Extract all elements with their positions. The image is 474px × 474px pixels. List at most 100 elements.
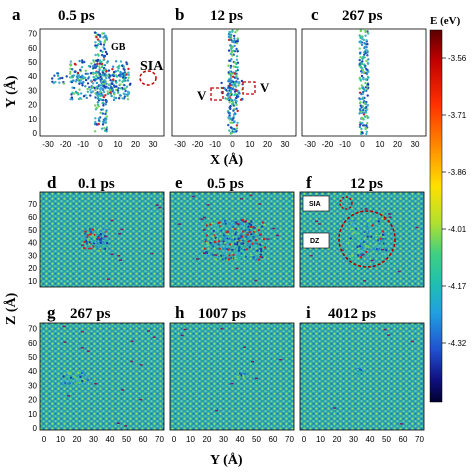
atom-dot bbox=[70, 76, 73, 79]
atom-dot bbox=[216, 228, 220, 231]
atom-dot bbox=[111, 82, 114, 86]
atom-dot bbox=[358, 250, 362, 254]
atom-dot bbox=[359, 236, 362, 239]
defect-mark bbox=[249, 194, 253, 197]
atom-dot bbox=[252, 235, 255, 239]
lower-xticks: 0 10 20 30 40 50 60 70 0 10 20 30 40 50 60 70 0 10 20 30 40 5… bbox=[42, 435, 425, 444]
atom-dot bbox=[223, 87, 227, 90]
atom-dot bbox=[94, 104, 97, 107]
defect-mark bbox=[388, 213, 392, 215]
atom-dot bbox=[381, 233, 385, 236]
atom-dot bbox=[236, 29, 239, 32]
lower-ytick-label: 70 bbox=[28, 200, 37, 209]
atom-dot bbox=[104, 247, 107, 250]
atom-dot bbox=[89, 94, 92, 97]
atom-dot bbox=[237, 90, 240, 93]
atom-dot bbox=[229, 88, 233, 91]
atom-dot bbox=[365, 250, 368, 254]
atom-dot bbox=[127, 92, 130, 96]
atom-dot bbox=[232, 253, 235, 257]
atom-dot bbox=[98, 97, 102, 101]
atom-dot bbox=[229, 72, 233, 75]
atom-dot bbox=[105, 52, 109, 56]
atom-dot bbox=[81, 61, 84, 64]
atom-dot bbox=[93, 236, 96, 239]
defect-mark bbox=[235, 267, 239, 270]
atom-dot bbox=[254, 238, 258, 242]
atom-dot bbox=[240, 242, 243, 245]
atom-dot bbox=[349, 237, 352, 240]
atom-dot bbox=[102, 43, 106, 46]
atom-dot bbox=[231, 236, 235, 239]
atom-dot bbox=[358, 62, 362, 65]
atom-dot bbox=[240, 255, 243, 259]
atom-dot bbox=[217, 243, 220, 246]
atom-dot bbox=[251, 242, 254, 245]
defect-mark bbox=[387, 334, 391, 336]
atom-dot bbox=[68, 381, 71, 384]
atom-dot bbox=[231, 29, 234, 32]
atom-dot bbox=[370, 235, 373, 238]
defect-mark bbox=[139, 364, 143, 366]
atom-dot bbox=[78, 80, 81, 84]
atom-dot bbox=[56, 74, 60, 78]
atom-dot bbox=[99, 40, 102, 44]
atom-dot bbox=[230, 79, 233, 82]
atom-dot bbox=[97, 85, 100, 88]
atom-dot bbox=[204, 219, 208, 222]
atom-dot bbox=[75, 91, 78, 95]
atom-dot bbox=[84, 72, 88, 76]
atom-dot bbox=[205, 224, 209, 227]
atom-dot bbox=[57, 77, 60, 81]
atom-dot bbox=[235, 107, 238, 110]
atom-dot bbox=[62, 382, 65, 385]
atom-dot bbox=[106, 90, 109, 93]
atom-dot bbox=[259, 253, 263, 256]
atom-dot bbox=[243, 248, 246, 251]
atom-dot bbox=[99, 49, 103, 52]
atom-dot bbox=[234, 31, 237, 34]
atom-dot bbox=[103, 127, 106, 130]
vacancy-label-left: V bbox=[197, 88, 207, 103]
panel-h-frame bbox=[169, 322, 295, 431]
atom-dot bbox=[240, 252, 243, 255]
defect-mark bbox=[309, 254, 313, 257]
atom-dot bbox=[232, 121, 236, 124]
atom-dot bbox=[70, 96, 74, 99]
atom-dot bbox=[365, 59, 368, 63]
atom-dot bbox=[261, 221, 265, 224]
atom-dot bbox=[98, 73, 101, 76]
atom-dot bbox=[102, 232, 106, 235]
atom-dot bbox=[99, 43, 103, 46]
atom-dot bbox=[234, 112, 237, 116]
lower-xtick-label: 40 bbox=[236, 435, 245, 444]
defect-mark bbox=[139, 398, 143, 401]
atom-dot bbox=[84, 236, 87, 239]
atom-dot bbox=[363, 219, 366, 222]
atom-dot bbox=[91, 228, 95, 231]
atom-dot bbox=[365, 46, 368, 49]
defect-mark bbox=[200, 218, 204, 220]
defect-mark bbox=[276, 234, 279, 237]
atom-dot bbox=[124, 87, 127, 90]
atom-dot bbox=[53, 74, 56, 77]
atom-dot bbox=[205, 234, 209, 237]
atom-dot bbox=[361, 131, 364, 134]
atom-dot bbox=[125, 62, 129, 66]
atom-dot bbox=[362, 240, 366, 244]
atom-dot bbox=[232, 220, 236, 224]
atom-dot bbox=[257, 226, 260, 229]
atom-dot bbox=[71, 68, 74, 71]
top-ytick-label: 20 bbox=[28, 101, 37, 110]
panel-c: c 267 ps bbox=[301, 5, 427, 137]
defect-mark bbox=[220, 327, 224, 330]
atom-dot bbox=[98, 238, 102, 241]
atom-dot bbox=[83, 242, 87, 246]
defect-mark bbox=[243, 221, 247, 223]
atom-dot bbox=[212, 229, 215, 233]
atom-dot bbox=[222, 253, 226, 256]
sia-box-f bbox=[302, 195, 330, 212]
atom-dot bbox=[360, 71, 364, 74]
atom-dot bbox=[77, 378, 81, 381]
lower-xtick-label: 0 bbox=[172, 435, 177, 444]
